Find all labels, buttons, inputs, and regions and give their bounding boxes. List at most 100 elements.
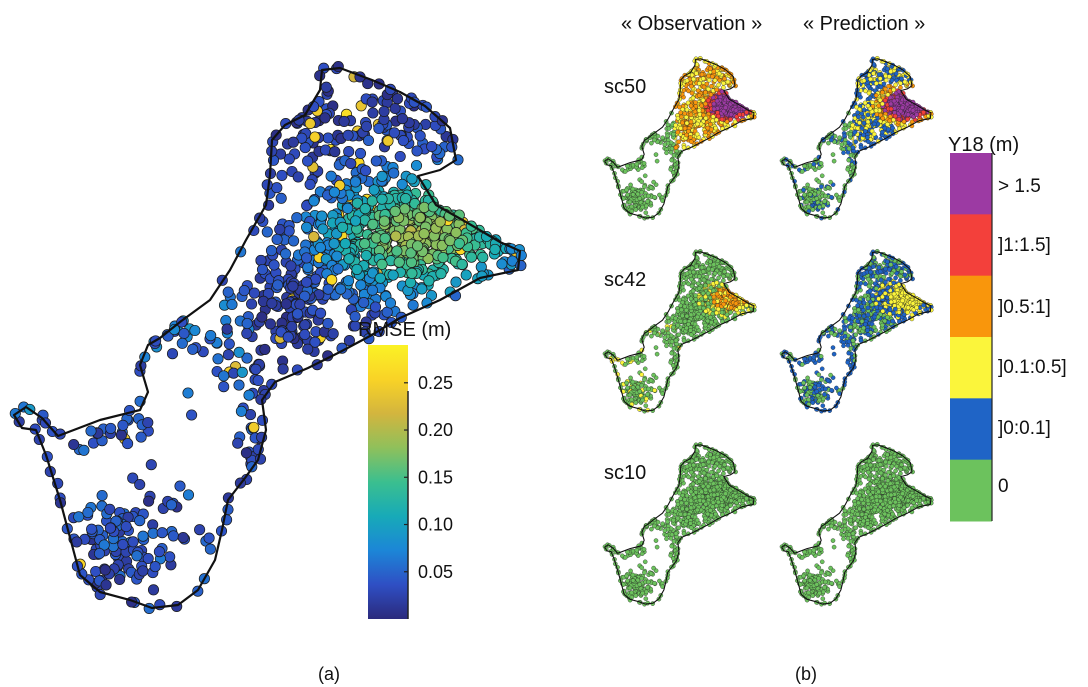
scenario-station-dot xyxy=(623,169,628,174)
scenario-station-dot xyxy=(719,89,725,94)
scenario-station-dot xyxy=(855,110,860,115)
scenario-station-dot xyxy=(828,179,833,185)
scenario-station-dot xyxy=(711,106,717,112)
rmse-station-dot xyxy=(174,480,186,492)
rmse-station-dot xyxy=(453,237,465,249)
scenario-station-dot xyxy=(871,71,876,76)
scenario-station-dot xyxy=(721,85,726,90)
scenario-station-dot xyxy=(684,114,689,120)
rmse-station-dot xyxy=(405,277,417,289)
rmse-station-dot xyxy=(204,543,216,555)
rmse-station-dot xyxy=(117,419,129,431)
scenario-station-dot xyxy=(625,385,630,391)
scenario-station-dot xyxy=(921,110,926,115)
rmse-station-dot xyxy=(369,301,382,313)
scenario-station-dot xyxy=(711,299,717,305)
rmse-station-dot xyxy=(256,263,269,276)
scenario-station-dot xyxy=(877,76,883,81)
scenario-station-dot xyxy=(688,119,694,125)
rmse-station-dot xyxy=(86,523,98,535)
scenario-station-dot xyxy=(671,131,676,137)
scenario-station-dot xyxy=(882,125,888,131)
scenario-station-dot xyxy=(733,301,739,306)
rmse-station-dot xyxy=(390,230,402,242)
scenario-station-dot xyxy=(861,114,866,120)
rmse-tick-label: 0.05 xyxy=(418,562,453,582)
scenario-station-dot xyxy=(651,372,656,378)
scenario-station-dot xyxy=(866,83,871,89)
rmse-station-dot xyxy=(437,251,449,264)
scenario-station-dot xyxy=(825,185,831,190)
scenario-station-dot xyxy=(725,272,731,278)
rmse-station-dot xyxy=(400,193,412,205)
rmse-station-dot xyxy=(343,275,355,287)
scenario-station-dot xyxy=(689,283,695,289)
scenario-station-dot xyxy=(678,125,683,131)
scenario-station-dot xyxy=(634,354,640,360)
rmse-station-dot xyxy=(354,147,367,159)
rmse-station-dot xyxy=(426,140,438,153)
rmse-station-dot xyxy=(177,531,189,544)
scenario-station-dot xyxy=(684,325,689,331)
scenario-station-dot xyxy=(725,79,731,85)
rmse-station-dot xyxy=(387,269,399,281)
rmse-station-dot xyxy=(322,317,334,329)
rmse-station-dot xyxy=(435,268,447,280)
rmse-station-points xyxy=(9,60,527,614)
scenario-station-dot xyxy=(866,139,871,144)
scenario-station-dot xyxy=(714,87,719,93)
scenario-station-dot xyxy=(668,167,673,172)
scenario-station-dot xyxy=(652,195,657,200)
rmse-station-dot xyxy=(366,96,378,108)
scenario-station-dot xyxy=(691,269,696,275)
scenario-station-dot xyxy=(713,125,718,131)
scenario-station-dot xyxy=(657,385,662,391)
rmse-station-dot xyxy=(85,425,97,437)
scenario-station-dot xyxy=(675,129,681,135)
rmse-colorbar: 0.250.200.150.100.05 xyxy=(368,345,453,619)
scenario-station-dot xyxy=(682,319,688,324)
scenario-station-dot xyxy=(664,150,669,156)
rmse-station-dot xyxy=(137,565,149,577)
scenario-station-dot xyxy=(801,187,806,193)
rmse-station-dot xyxy=(286,320,298,333)
scenario-station-dot xyxy=(722,269,727,275)
scenario-station-dot xyxy=(898,108,903,114)
scenario-station-dot xyxy=(654,351,660,357)
scenario-station-dot xyxy=(709,83,714,89)
scenario-station-dot xyxy=(886,83,891,89)
rmse-station-dot xyxy=(414,130,426,142)
rmse-station-dot xyxy=(389,205,401,217)
rmse-station-dot xyxy=(389,102,401,115)
rmse-station-dot xyxy=(205,330,217,342)
scenario-station-dot xyxy=(722,76,727,82)
rmse-station-dot xyxy=(322,283,334,295)
rmse-station-dot xyxy=(384,297,397,309)
scenario-station-dot xyxy=(699,296,704,302)
rmse-station-dot xyxy=(288,235,300,247)
rmse-station-dot xyxy=(406,173,418,185)
rmse-station-dot xyxy=(100,579,112,591)
rmse-station-dot xyxy=(283,225,295,237)
rmse-station-dot xyxy=(412,240,424,252)
rmse-map xyxy=(9,60,527,614)
scenario-station-dot xyxy=(882,98,888,103)
rmse-tick-label: 0.10 xyxy=(418,515,453,535)
scenario-station-dot xyxy=(703,308,709,314)
scenario-station-dot xyxy=(711,294,717,300)
rmse-station-dot xyxy=(360,120,373,132)
scenario-station-dot xyxy=(684,78,690,83)
scenario-station-dot xyxy=(688,312,694,318)
scenario-station-dot xyxy=(866,90,872,96)
scenario-station-dot xyxy=(664,343,669,349)
rmse-station-dot xyxy=(222,286,234,298)
rmse-station-dot xyxy=(232,437,244,449)
scenario-station-dot xyxy=(802,192,807,198)
scenario-station-dot xyxy=(711,262,717,267)
scenario-station-dot xyxy=(716,264,722,269)
scenario-station-dot xyxy=(905,117,910,122)
scenario-station-dot xyxy=(721,301,726,307)
scenario-station-dot xyxy=(896,117,902,122)
rmse-station-dot xyxy=(360,165,372,177)
rmse-station-dot xyxy=(370,155,382,167)
